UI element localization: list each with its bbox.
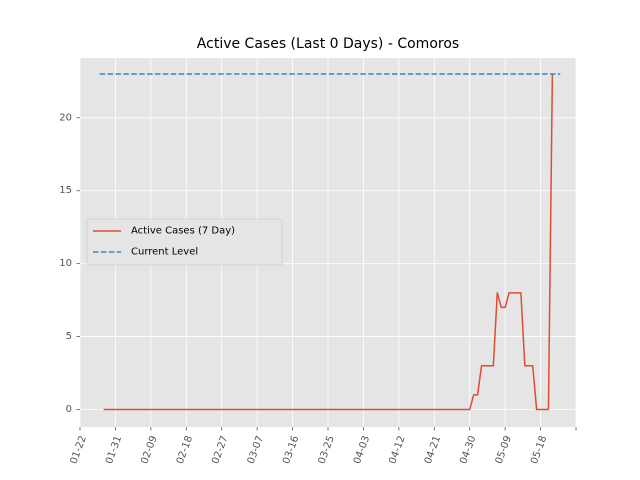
x-tick-label: 02-09 [139, 434, 159, 465]
y-tick-label: 5 [66, 331, 72, 342]
x-tick-label: 05-18 [529, 434, 549, 465]
y-tick-label: 20 [59, 112, 72, 123]
x-tick-label: 01-31 [104, 434, 124, 465]
x-tick-label: 04-21 [423, 434, 443, 465]
legend: Active Cases (7 Day) Current Level [86, 218, 283, 266]
x-tick-label: 04-30 [458, 434, 478, 465]
x-axis: 01-22 01-31 02-09 02-18 02-27 03-07 03-16 03-25… [69, 427, 577, 466]
x-tick-label: 01-22 [69, 434, 89, 465]
grid-lines [79, 58, 577, 427]
series-layer [99, 73, 561, 411]
legend-box [86, 218, 283, 266]
x-tick-label: 02-18 [175, 434, 195, 465]
legend-label-current-level: Current Level [131, 247, 198, 258]
x-tick-label: 04-03 [352, 434, 372, 465]
y-tick-label: 0 [66, 404, 72, 415]
x-tick-label: 03-07 [246, 434, 266, 465]
x-tick-label: 05-09 [494, 434, 514, 465]
y-tick-label: 10 [59, 258, 72, 269]
x-tick-label: 02-27 [210, 434, 230, 465]
x-tick-label: 04-12 [387, 434, 407, 465]
x-tick-label: 03-16 [281, 434, 301, 465]
active-cases-line [103, 74, 554, 411]
y-axis: 0 5 10 15 20 [59, 112, 80, 415]
chart-title: Active Cases (Last 0 Days) - Comoros [197, 36, 459, 52]
y-tick-label: 15 [59, 185, 72, 196]
x-tick-label: 03-25 [317, 434, 337, 465]
legend-label-active-cases: Active Cases (7 Day) [131, 226, 235, 237]
